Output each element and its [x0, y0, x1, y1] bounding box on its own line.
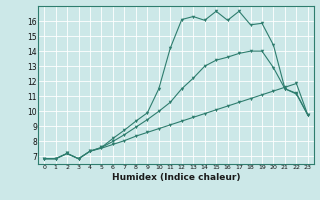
X-axis label: Humidex (Indice chaleur): Humidex (Indice chaleur)	[112, 173, 240, 182]
